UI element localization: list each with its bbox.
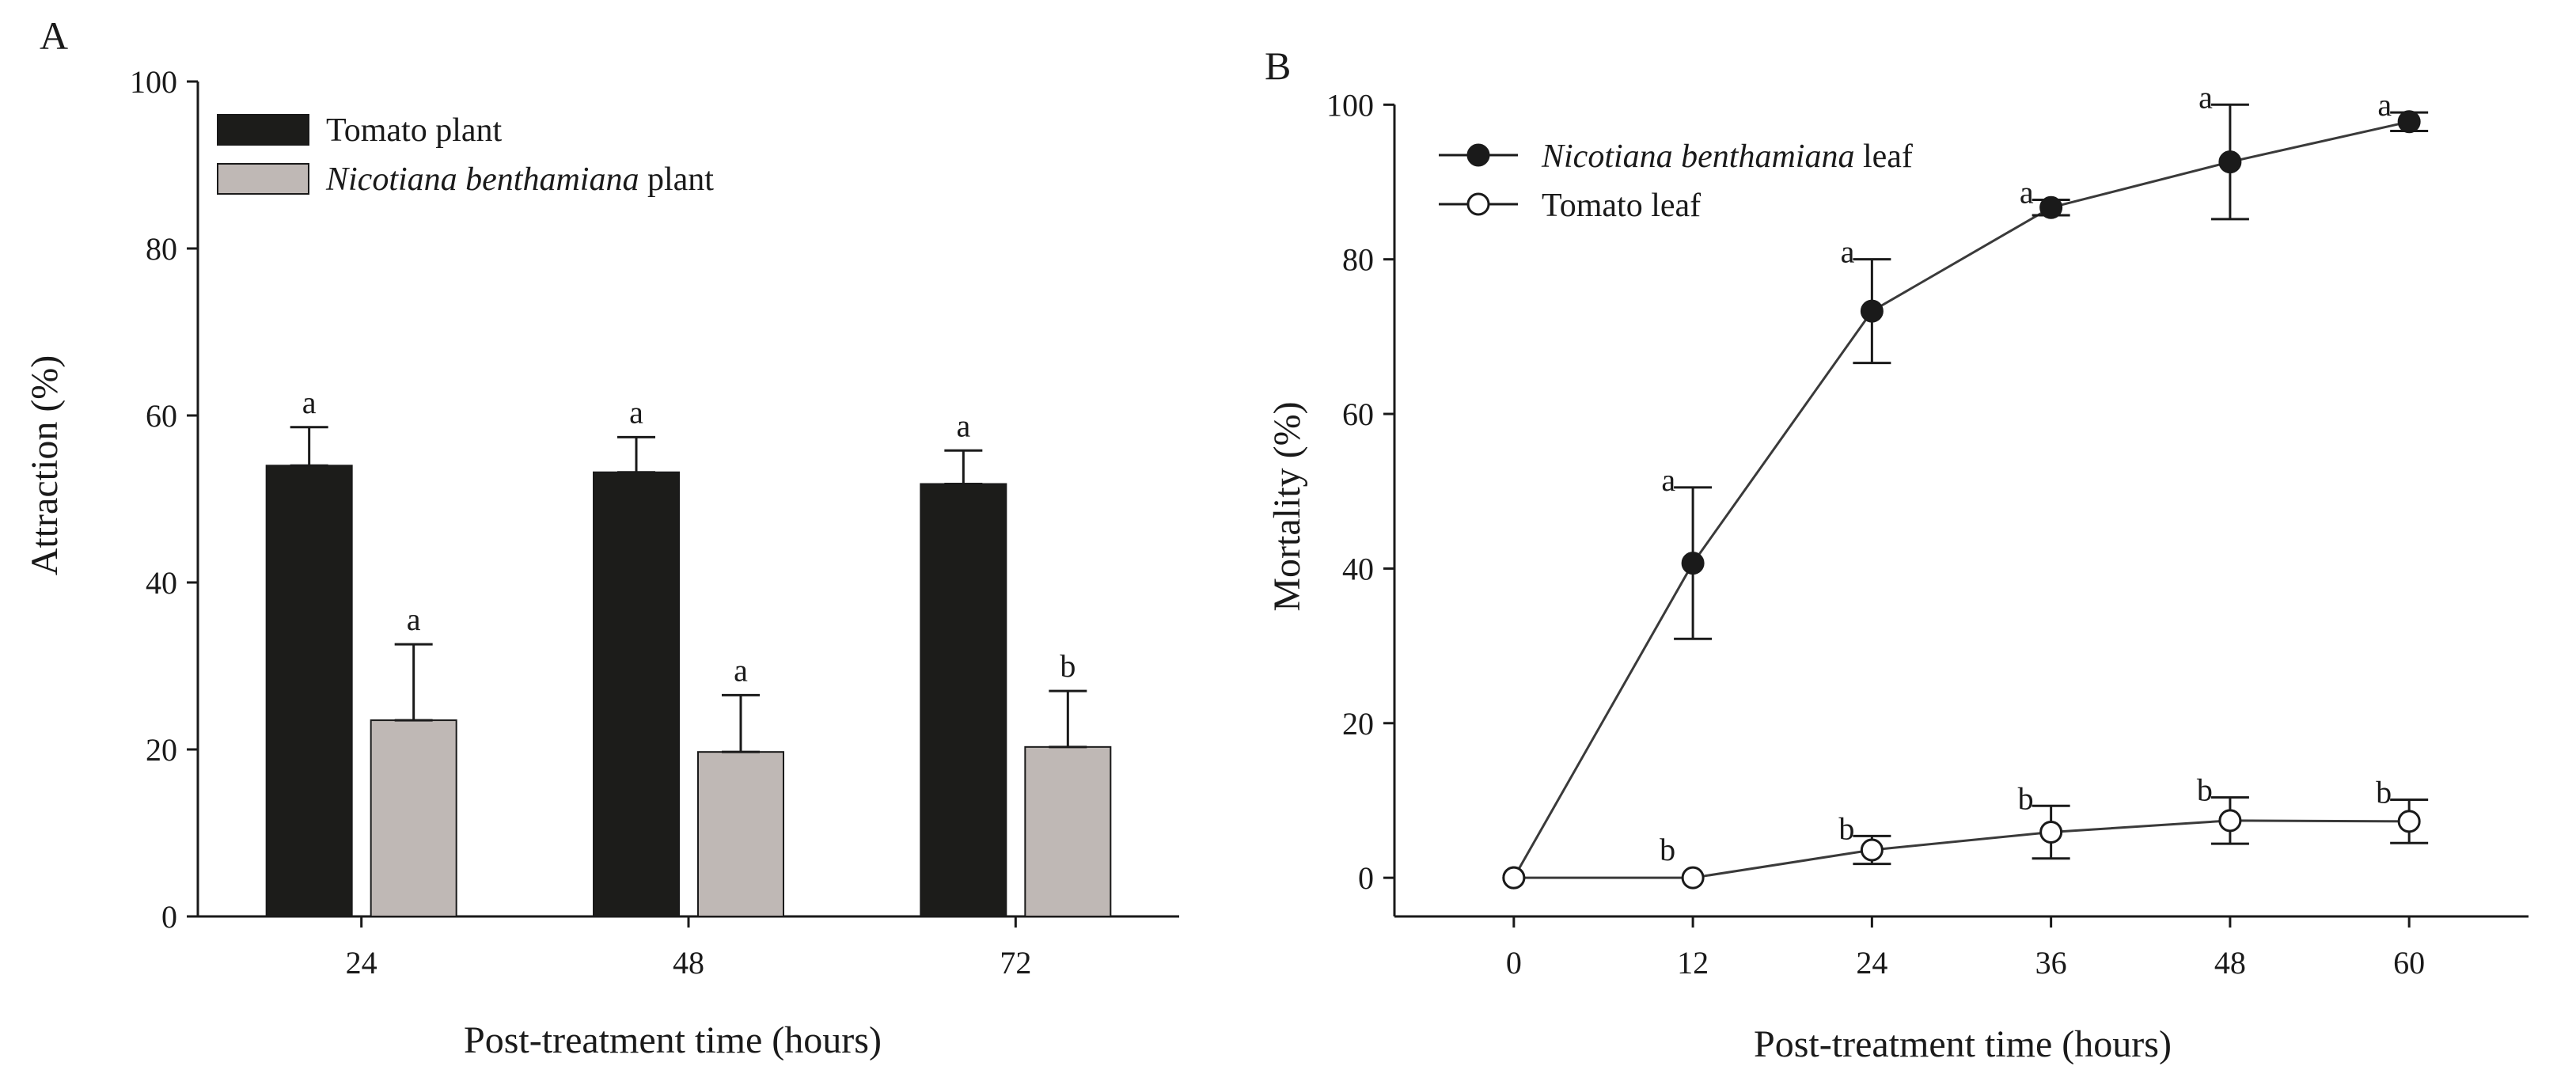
panel-a-y-tick-label: 80 xyxy=(146,231,177,267)
panel-b-y-tick-label: 0 xyxy=(1358,860,1374,896)
panel-b-x-axis: 0 12 24 36 48 60 xyxy=(1394,915,2529,981)
error-bar-nicotiana-48 xyxy=(722,693,760,753)
significance-letter: a xyxy=(1841,234,1855,270)
panel-a-x-axis: 24 48 72 xyxy=(198,915,1179,981)
bar-nicotiana-72 xyxy=(1024,745,1112,918)
bar-nicotiana-24 xyxy=(370,719,457,918)
panel-b-letter: B xyxy=(1265,44,1291,88)
panel-b-y-axis: 0 20 40 60 80 100 xyxy=(1326,87,1396,916)
point-tomato-0 xyxy=(1502,866,1526,890)
error-bar-tomato-24 xyxy=(290,426,328,467)
significance-letter: a xyxy=(2377,87,2392,123)
significance-letter: b xyxy=(1838,810,1854,846)
legend-swatch-nicotiana-plant xyxy=(217,163,309,195)
significance-letter: b xyxy=(1060,648,1076,684)
significance-letter: a xyxy=(302,385,317,420)
panel-b-x-tick-label: 60 xyxy=(2393,945,2425,981)
point-tomato-12 xyxy=(1681,866,1705,890)
panel-a-x-tick-label: 72 xyxy=(1000,945,1031,981)
legend-label-nicotiana-plant: Nicotiana benthamiana plant xyxy=(325,161,714,198)
panel-b-series: a a a a a b b b b b xyxy=(1502,79,2429,890)
panel-b-xlabel: Post-treatment time (hours) xyxy=(1754,1023,2172,1065)
significance-letter: a xyxy=(407,601,421,637)
point-tomato-48 xyxy=(2218,809,2242,833)
panel-b-y-tick-label: 60 xyxy=(1342,396,1374,432)
bar-tomato-72 xyxy=(920,483,1007,917)
line-nicotiana-leaf xyxy=(1512,120,2410,878)
panel-a-y-tick-label: 0 xyxy=(161,899,177,935)
legend-swatch-tomato-plant xyxy=(217,114,309,146)
point-nicotiana-48 xyxy=(2218,150,2242,174)
significance-letter: b xyxy=(2018,780,2034,816)
panel-b-x-tick-label: 36 xyxy=(2035,945,2067,981)
panel-a-y-tick-label: 20 xyxy=(146,732,177,768)
significance-letter: a xyxy=(2020,174,2034,210)
significance-letter: a xyxy=(734,652,748,688)
panel-b-x-tick-label: 48 xyxy=(2214,945,2246,981)
error-bar-nicotiana-72 xyxy=(1049,689,1087,749)
panel-b-legend: Nicotiana benthamiana leaf Tomato leaf xyxy=(1439,138,1913,224)
significance-letter: a xyxy=(629,394,643,430)
bar-tomato-48 xyxy=(593,471,680,917)
panel-a-letter: A xyxy=(40,13,68,58)
panel-a-x-tick-label: 48 xyxy=(673,945,704,981)
significance-letter: b xyxy=(2197,772,2213,808)
significance-letter: a xyxy=(1661,462,1675,498)
line-tomato-leaf xyxy=(1513,819,2410,879)
point-nicotiana-24 xyxy=(1860,299,1884,323)
legend-marker-tomato-leaf xyxy=(1466,192,1490,216)
significance-letter: b xyxy=(2376,774,2392,810)
panel-a-y-tick-label: 100 xyxy=(130,64,177,100)
panel-b-ylabel: Mortality (%) xyxy=(1266,401,1308,611)
panel-b-x-tick-label: 12 xyxy=(1677,945,1709,981)
legend-label-tomato-plant: Tomato plant xyxy=(326,112,503,149)
error-bar-tomato-72 xyxy=(944,449,983,486)
legend-marker-nicotiana-leaf xyxy=(1466,143,1490,167)
point-tomato-36 xyxy=(2039,821,2063,844)
panel-b: B Mortality (%) Post-treatment time (hou… xyxy=(1265,44,2529,1065)
panel-b-y-tick-label: 20 xyxy=(1342,706,1374,742)
panel-b-y-tick-label: 80 xyxy=(1342,242,1374,278)
panel-b-x-tick-label: 24 xyxy=(1856,945,1887,981)
panel-a-y-axis: 0 20 40 60 80 100 xyxy=(130,64,199,935)
panel-b-x-tick-label: 0 xyxy=(1506,945,1522,981)
legend-label-nicotiana-leaf: Nicotiana benthamiana leaf xyxy=(1541,138,1913,175)
legend-label-tomato-leaf: Tomato leaf xyxy=(1542,188,1701,224)
point-tomato-24 xyxy=(1860,838,1884,862)
panel-a-bars: a a a a a b xyxy=(265,385,1112,918)
panel-a-x-tick-label: 24 xyxy=(346,945,377,981)
point-tomato-60 xyxy=(2397,810,2421,833)
panel-a-y-tick-label: 60 xyxy=(146,398,177,434)
bar-tomato-24 xyxy=(265,465,353,917)
point-nicotiana-60 xyxy=(2397,110,2421,134)
bar-nicotiana-48 xyxy=(697,751,784,917)
panel-a-xlabel: Post-treatment time (hours) xyxy=(464,1019,882,1061)
error-bar-nicotiana-24 xyxy=(394,643,433,722)
significance-letter: b xyxy=(1660,832,1675,867)
panel-a-y-tick-label: 40 xyxy=(146,565,177,601)
panel-a-legend: Tomato plant Nicotiana benthamiana plant xyxy=(217,112,714,198)
significance-letter: a xyxy=(956,408,970,443)
significance-letter: a xyxy=(2199,79,2213,115)
panel-a-ylabel: Attraction (%) xyxy=(24,355,66,576)
panel-a: A Attraction (%) Post-treatment time (ho… xyxy=(24,13,1179,1061)
panel-b-y-tick-label: 100 xyxy=(1326,87,1374,123)
panel-b-y-tick-label: 40 xyxy=(1342,551,1374,586)
point-nicotiana-36 xyxy=(2039,195,2063,219)
point-nicotiana-12 xyxy=(1681,552,1705,575)
error-bar-tomato-48 xyxy=(617,435,655,474)
